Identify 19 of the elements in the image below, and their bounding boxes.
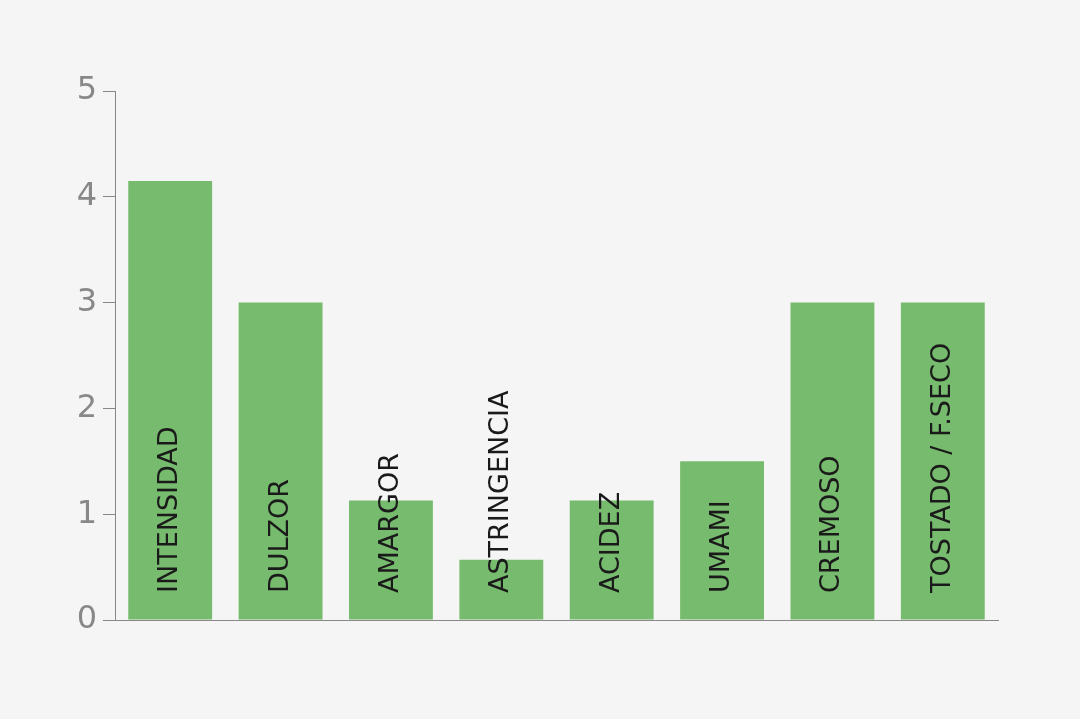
- bar: [238, 302, 323, 620]
- x-tick-label: INTENSIDAD: [152, 426, 184, 593]
- y-tick-label: 5: [76, 69, 97, 108]
- y-tick-label: 2: [76, 386, 97, 425]
- x-tick-label: DULZOR: [262, 478, 294, 593]
- y-tick-label: 3: [76, 280, 97, 319]
- y-tick-label: 1: [76, 492, 97, 531]
- x-tick-label: ASTRINGENCIA: [483, 389, 515, 593]
- x-tick-label: AMARGOR: [372, 453, 404, 593]
- bar: [900, 302, 985, 620]
- y-tick-label: 4: [76, 175, 97, 214]
- bar: [680, 461, 765, 620]
- x-tick-label: ACIDEZ: [593, 491, 625, 593]
- x-tick-label: CREMOSO: [814, 455, 846, 593]
- y-tick-label: 0: [76, 598, 97, 637]
- x-tick-label: UMAMI: [704, 500, 736, 593]
- x-tick-label: TOSTADO / F.SECO: [924, 342, 956, 594]
- bar: [790, 302, 875, 620]
- bar: [128, 180, 213, 620]
